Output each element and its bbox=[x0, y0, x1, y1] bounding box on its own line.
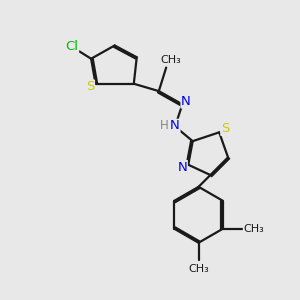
Text: S: S bbox=[86, 80, 94, 93]
Text: CH₃: CH₃ bbox=[188, 264, 209, 274]
Text: CH₃: CH₃ bbox=[160, 55, 181, 65]
Text: N: N bbox=[170, 119, 180, 132]
Text: S: S bbox=[221, 122, 229, 135]
Text: N: N bbox=[181, 95, 191, 108]
Text: Cl: Cl bbox=[65, 40, 79, 53]
Text: H: H bbox=[160, 119, 168, 132]
Text: CH₃: CH₃ bbox=[243, 224, 264, 234]
Text: N: N bbox=[178, 160, 187, 174]
